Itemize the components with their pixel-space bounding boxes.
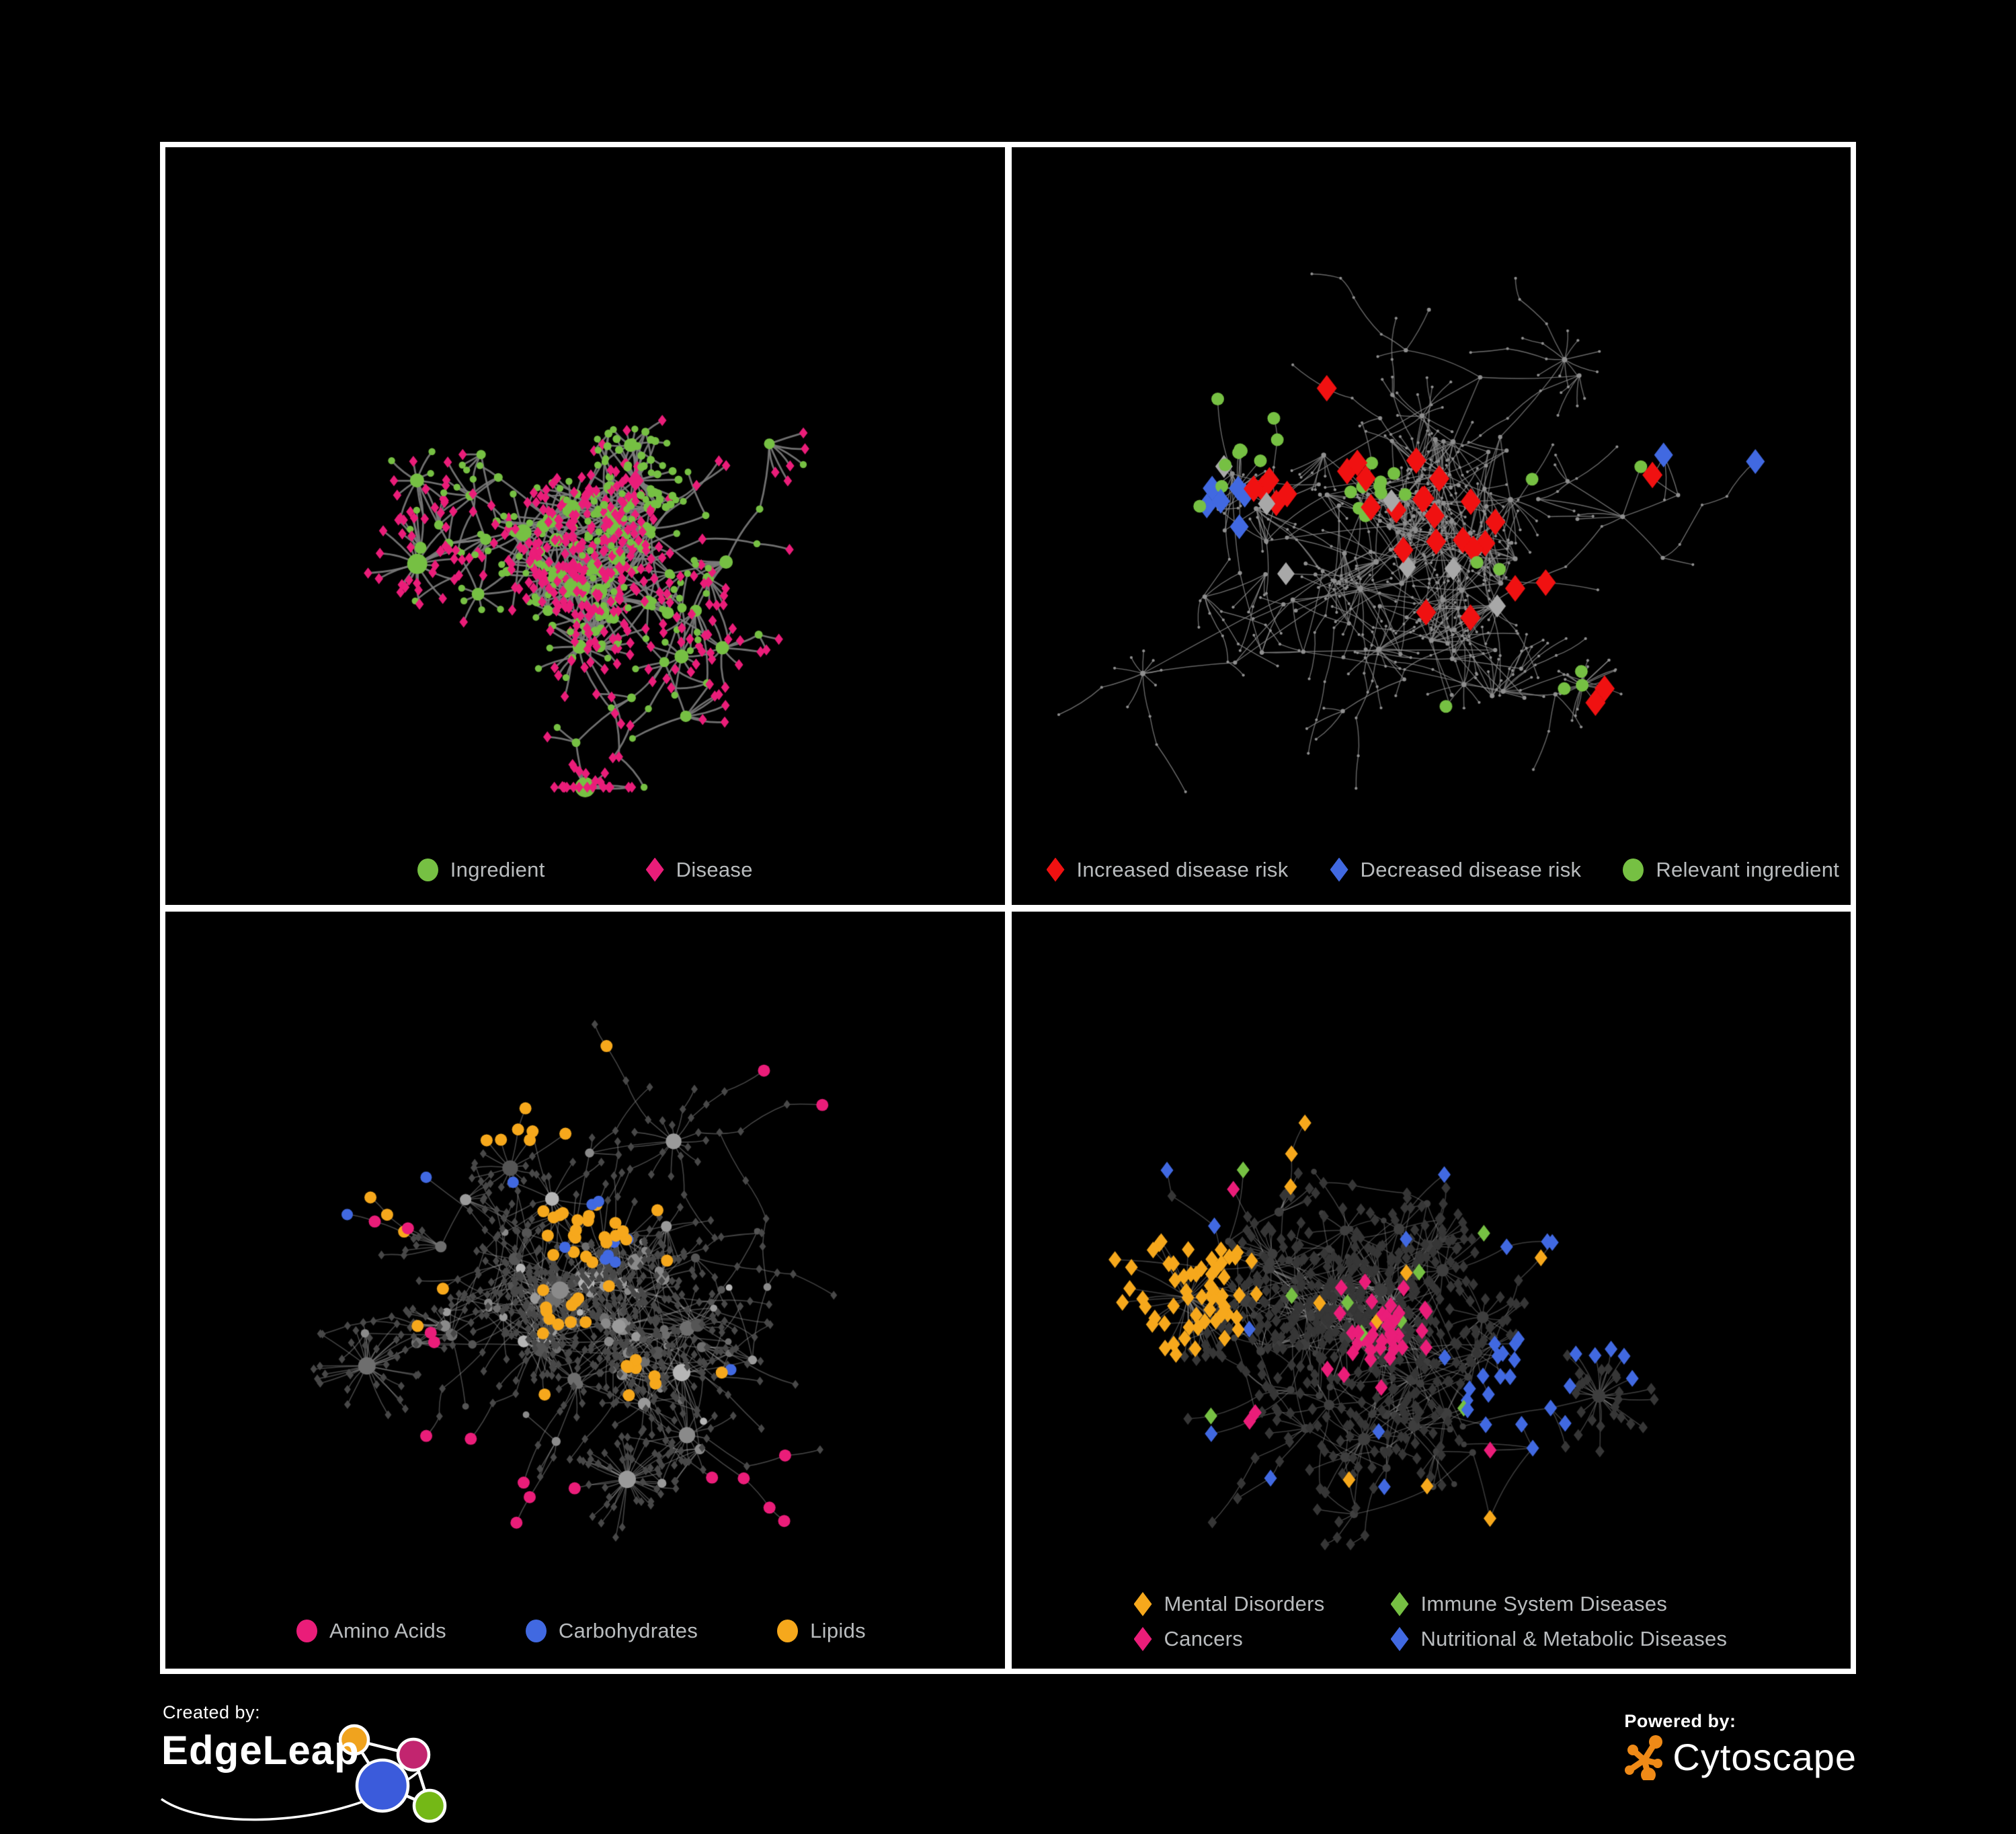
powered-by-block: Powered by: Cytoscape — [1624, 1711, 1857, 1780]
panel-grid: Ingredient Disease Increased disease risk… — [160, 142, 1856, 1674]
powered-by-label: Powered by: — [1624, 1711, 1736, 1731]
legend-label: Amino Acids — [329, 1619, 446, 1642]
cytoscape-icon — [1625, 1735, 1663, 1780]
legend-diamond-swatch — [1046, 857, 1065, 882]
legend-label: Cancers — [1164, 1627, 1244, 1650]
panel-disease-risk: Increased disease risk Decreased disease … — [1011, 147, 1851, 905]
legend-diamond-swatch — [1390, 1592, 1409, 1616]
panel-ingredient-disease: Ingredient Disease — [165, 147, 1005, 905]
legend-item: Lipids — [777, 1619, 866, 1643]
disease-risk-network-canvas — [1011, 147, 1851, 905]
legend-label: Disease — [676, 857, 753, 881]
legend-label: Immune System Diseases — [1420, 1592, 1668, 1616]
legend-label: Increased disease risk — [1076, 857, 1289, 881]
legend-item: Mental Disorders — [1133, 1592, 1391, 1616]
legend-diamond-swatch — [1133, 1627, 1152, 1651]
legend-item: Disease — [645, 857, 753, 882]
legend-ingredient-disease: Ingredient Disease — [165, 857, 1005, 882]
disease-category-network-canvas — [1011, 911, 1851, 1669]
legend-diamond-swatch — [1390, 1627, 1409, 1651]
legend-circle-swatch — [525, 1620, 547, 1642]
legend-item: Increased disease risk — [1046, 857, 1289, 882]
edgeleap-wordmark: EdgeLeap — [161, 1728, 360, 1773]
cytoscape-wordmark: Cytoscape — [1672, 1735, 1857, 1778]
legend-circle-swatch — [1623, 858, 1644, 881]
legend-label: Ingredient — [450, 857, 545, 881]
legend-label: Relevant ingredient — [1656, 857, 1840, 881]
legend-label: Mental Disorders — [1164, 1592, 1325, 1616]
legend-item: Nutritional & Metabolic Diseases — [1390, 1627, 1851, 1651]
legend-circle-swatch — [777, 1620, 799, 1642]
edgeleap-network-icon — [161, 1724, 447, 1823]
ingredient-disease-network-canvas — [165, 147, 1005, 905]
legend-macronutrients: Amino Acids Carbohydrates Lipids — [165, 1619, 1005, 1643]
legend-label: Lipids — [810, 1619, 866, 1642]
legend-diamond-swatch — [1330, 857, 1348, 882]
legend-item: Decreased disease risk — [1330, 857, 1582, 882]
legend-item: Relevant ingredient — [1623, 858, 1839, 882]
legend-disease-categories: Mental Disorders Immune System Diseases Ca… — [1012, 1592, 1851, 1651]
legend-item: Ingredient — [417, 858, 545, 882]
panel-disease-categories: Mental Disorders Immune System Diseases Ca… — [1011, 911, 1851, 1669]
legend-item: Immune System Diseases — [1390, 1592, 1851, 1616]
legend-label: Carbohydrates — [558, 1619, 698, 1642]
created-by-label: Created by: — [163, 1702, 261, 1722]
legend-circle-swatch — [417, 858, 438, 881]
legend-item: Carbohydrates — [525, 1619, 698, 1643]
legend-label: Decreased disease risk — [1360, 857, 1582, 881]
legend-item: Cancers — [1133, 1627, 1391, 1651]
legend-circle-swatch — [296, 1620, 317, 1642]
panel-macronutrients: Amino Acids Carbohydrates Lipids — [165, 911, 1005, 1669]
macronutrient-network-canvas — [165, 911, 1005, 1669]
legend-disease-risk: Increased disease risk Decreased disease … — [1012, 857, 1851, 882]
legend-item: Amino Acids — [296, 1619, 446, 1643]
legend-diamond-swatch — [645, 857, 664, 882]
legend-label: Nutritional & Metabolic Diseases — [1420, 1627, 1728, 1650]
created-by-block: Created by: EdgeLeap — [161, 1702, 632, 1823]
legend-diamond-swatch — [1133, 1592, 1152, 1616]
